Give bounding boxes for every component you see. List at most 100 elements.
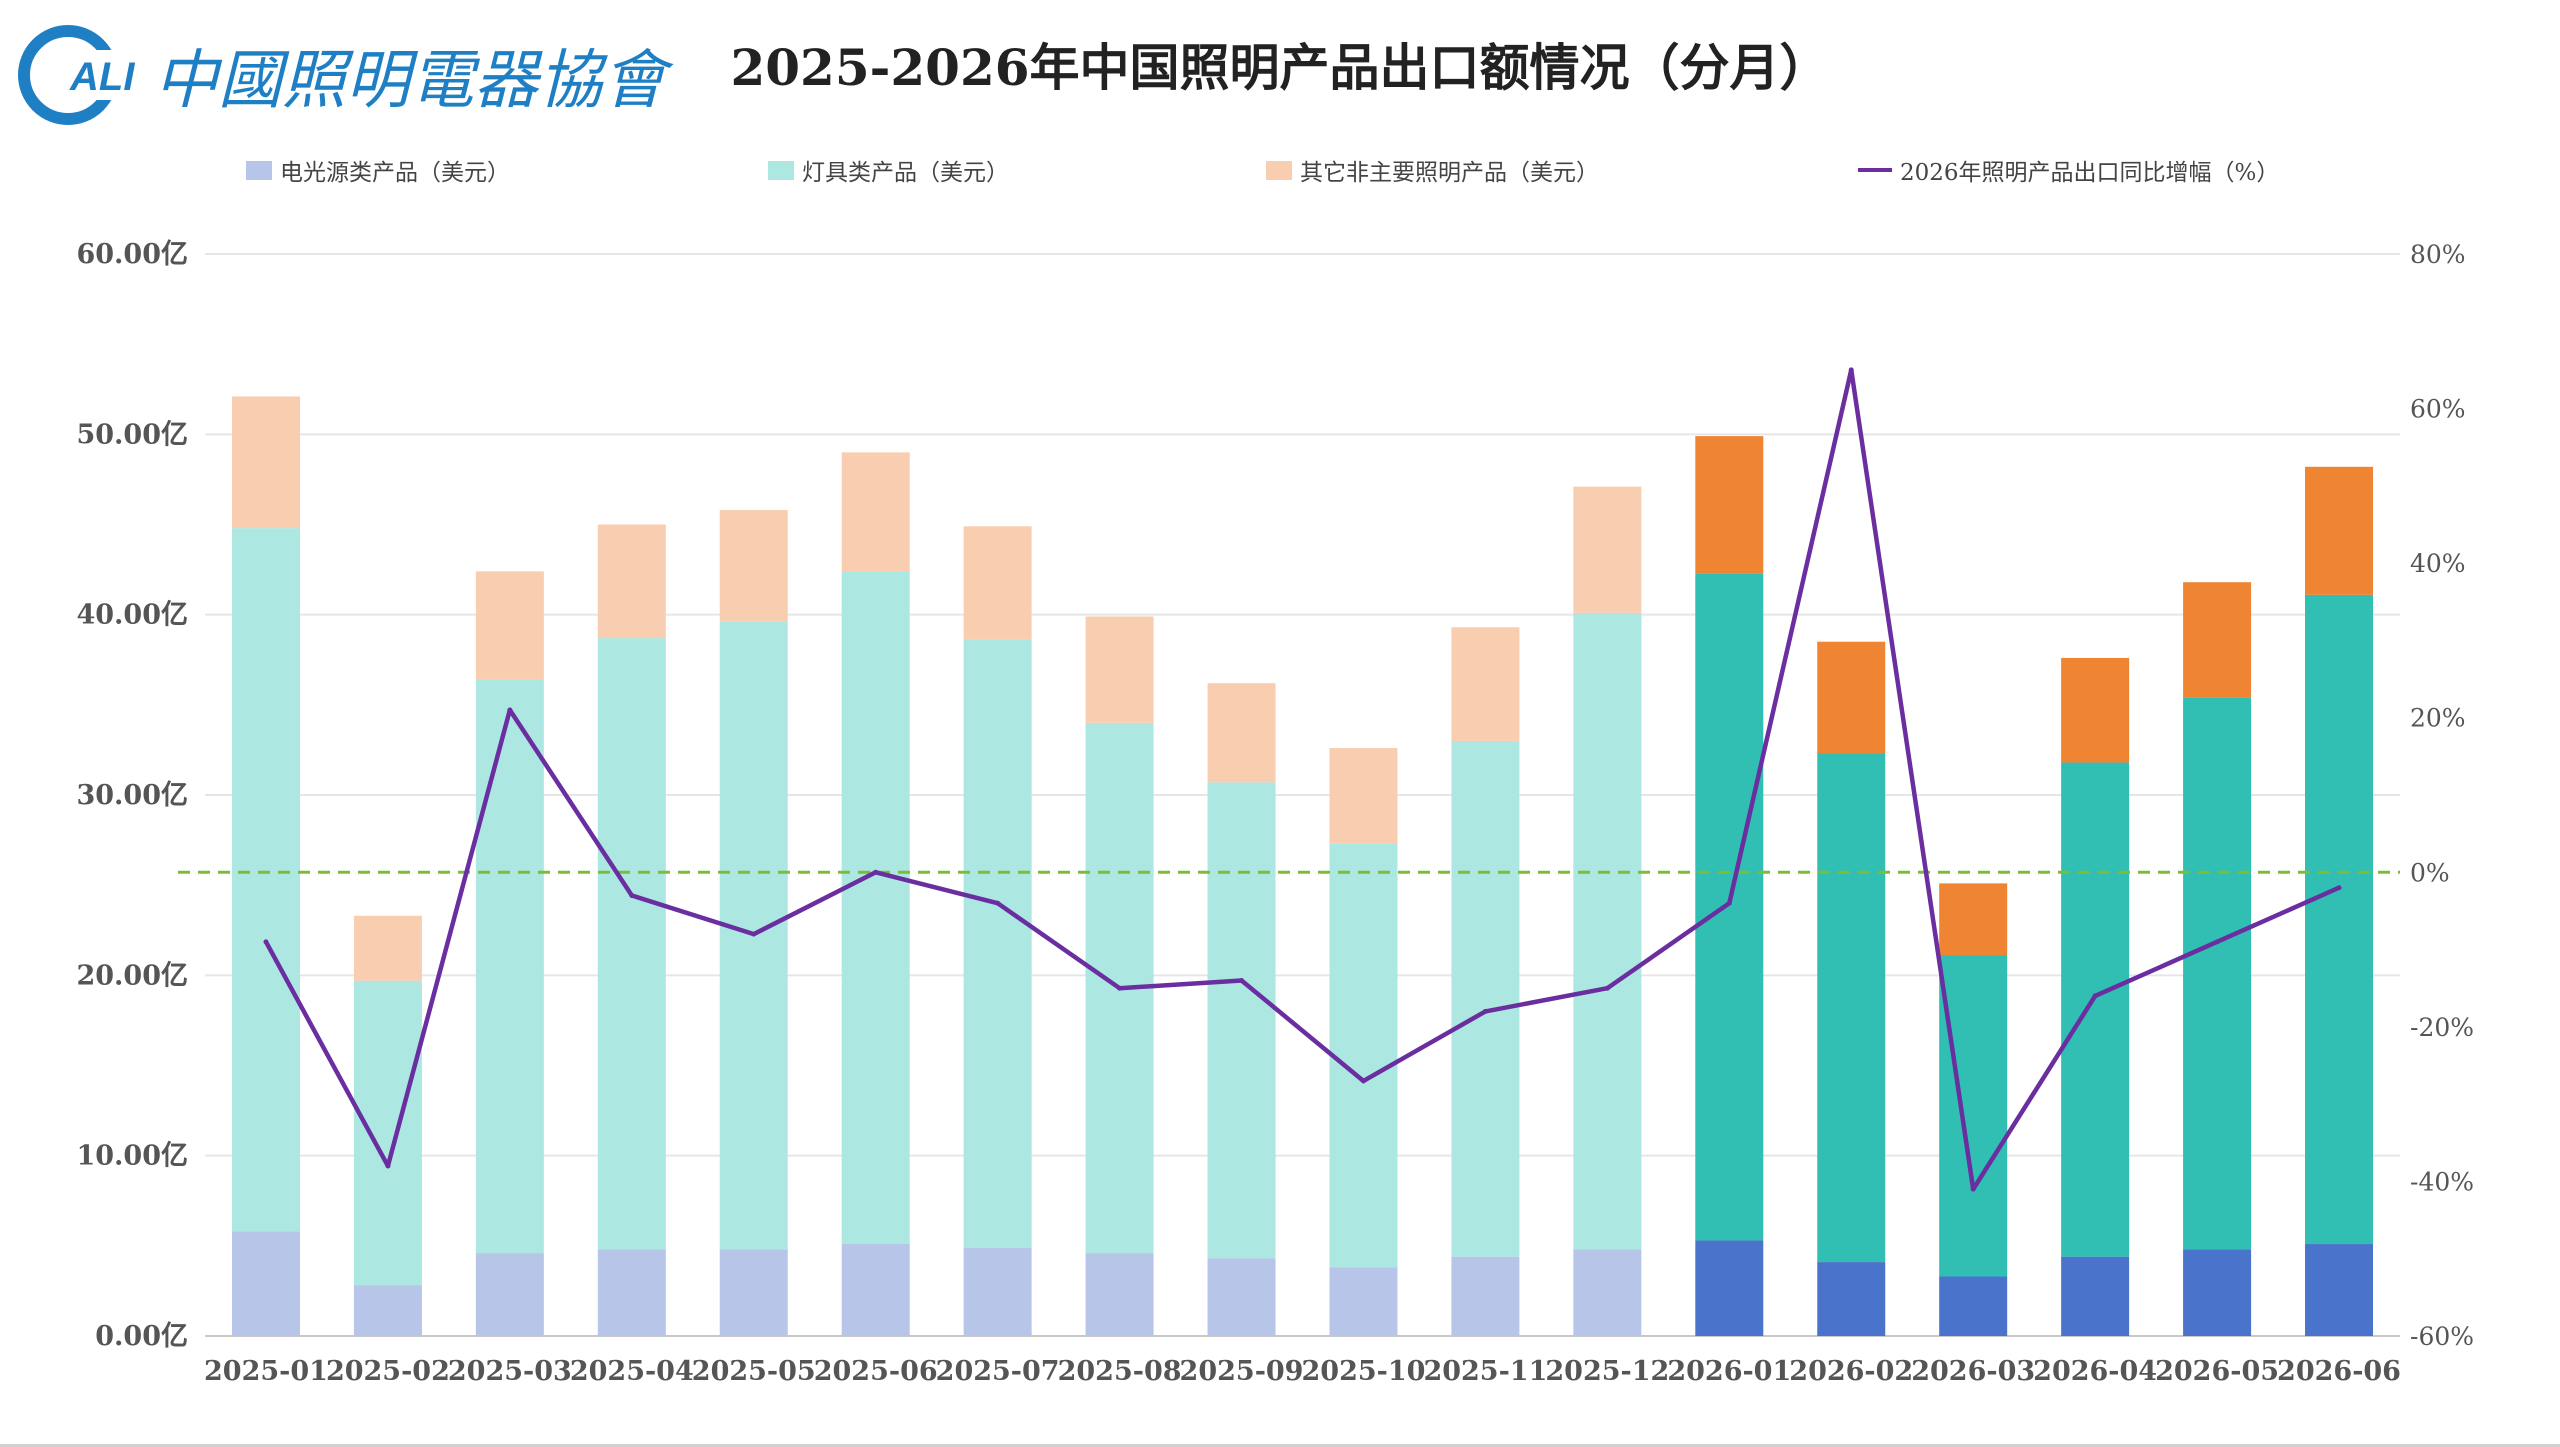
y-right-tick-label: -60% — [2410, 1322, 2474, 1351]
legend-item-fixture: 灯具类产品（美元） — [768, 152, 1009, 188]
bar-segment-light-source — [475, 1253, 544, 1336]
y-left-tick-label: 50.00亿 — [76, 419, 188, 450]
bar-segment-fixture — [475, 679, 544, 1254]
growth-rate-point — [2092, 993, 2098, 999]
bar-segment-other — [719, 510, 788, 622]
x-tick-label: 2026-03 — [1911, 1356, 2035, 1387]
legend-swatch-growth — [1858, 168, 1892, 172]
bar-segment-other — [1817, 641, 1886, 754]
growth-rate-point — [995, 900, 1001, 906]
growth-rate-point — [629, 892, 635, 898]
bar-segment-light-source — [719, 1249, 788, 1336]
legend-label-light-source: 电光源类产品（美元） — [280, 160, 510, 186]
y-left-tick-label: 60.00亿 — [76, 239, 188, 270]
growth-rate-line — [263, 367, 2340, 1192]
bar-segment-other — [475, 571, 544, 680]
growth-rate-point — [1726, 900, 1732, 906]
bar-segment-light-source — [963, 1247, 1032, 1336]
bar-segment-light-source — [1207, 1258, 1276, 1336]
x-tick-label: 2025-11 — [1423, 1356, 1547, 1387]
bar-segment-other — [2305, 466, 2374, 595]
x-tick-label: 2025-01 — [204, 1356, 328, 1387]
x-tick-label: 2025-05 — [692, 1356, 816, 1387]
bar-segment-other — [1939, 883, 2008, 956]
bar-segment-other — [2183, 582, 2252, 698]
growth-rate-point — [2336, 885, 2342, 891]
bar-segment-fixture — [353, 980, 422, 1286]
bar-segment-light-source — [353, 1285, 422, 1336]
bar-segment-fixture — [231, 528, 300, 1232]
y-left-tick-label: 20.00亿 — [76, 960, 188, 991]
bar-segment-light-source — [2183, 1249, 2252, 1336]
growth-rate-point — [1239, 977, 1245, 983]
bar-segment-fixture — [2305, 594, 2374, 1245]
legend-label-growth: 2026年照明产品出口同比增幅（%） — [1900, 160, 2280, 186]
bar-segment-light-source — [1085, 1253, 1154, 1336]
legend-label-other: 其它非主要照明产品（美元） — [1300, 160, 1599, 186]
y-right-tick-label: 20% — [2410, 704, 2466, 733]
cali-logo: ALI 中國照明電器協會 — [18, 25, 674, 125]
bar-segment-fixture — [1817, 753, 1886, 1263]
y-left-tick-label: 30.00亿 — [76, 780, 188, 811]
growth-rate-point — [751, 931, 757, 937]
growth-rate-point — [1848, 367, 1854, 373]
x-tick-label: 2026-05 — [2155, 1356, 2279, 1387]
legend-label-fixture: 灯具类产品（美元） — [802, 160, 1009, 186]
bar-segment-fixture — [597, 638, 666, 1250]
y-right-tick-label: -20% — [2410, 1013, 2474, 1042]
bottom-divider — [0, 1444, 2560, 1447]
growth-rate-point — [1970, 1186, 1976, 1192]
x-tick-label: 2025-06 — [814, 1356, 938, 1387]
logo-badge-text: ALI — [69, 55, 135, 99]
bar-segment-fixture — [1695, 573, 1764, 1241]
legend-item-light-source: 电光源类产品（美元） — [246, 152, 510, 188]
chart-title: 2025-2026年中国照明产品出口额情况（分月） — [730, 38, 1830, 97]
bar-segment-light-source — [1695, 1240, 1764, 1336]
bar-segment-other — [963, 526, 1032, 640]
x-tick-label: 2025-08 — [1058, 1356, 1182, 1387]
bar-segment-fixture — [1573, 612, 1642, 1250]
bar-segment-fixture — [1451, 740, 1520, 1257]
legend-swatch-light-source — [246, 160, 272, 180]
bar-segment-other — [1573, 486, 1642, 613]
growth-rate-point — [1482, 1008, 1488, 1014]
x-tick-label: 2025-09 — [1180, 1356, 1304, 1387]
y-right-tick-label: -40% — [2410, 1167, 2474, 1196]
y-left-tick-label: 10.00亿 — [76, 1141, 188, 1172]
growth-rate-point — [1117, 985, 1123, 991]
bar-segment-fixture — [963, 639, 1032, 1248]
bar-segment-fixture — [1329, 843, 1398, 1268]
chart-legend: 电光源类产品（美元） 灯具类产品（美元） 其它非主要照明产品（美元） 2026年… — [0, 152, 2560, 188]
bar-segment-light-source — [1329, 1267, 1398, 1336]
bar-segment-fixture — [1207, 782, 1276, 1259]
x-tick-label: 2026-04 — [2033, 1356, 2157, 1387]
bar-segment-other — [231, 396, 300, 529]
x-tick-label: 2026-01 — [1667, 1356, 1791, 1387]
x-tick-label: 2025-03 — [448, 1356, 572, 1387]
bar-segment-fixture — [2183, 697, 2252, 1250]
bar-segment-light-source — [1939, 1276, 2008, 1336]
x-tick-label: 2025-12 — [1545, 1356, 1669, 1387]
bar-segment-other — [1329, 748, 1398, 844]
y-left-tick-label: 40.00亿 — [76, 600, 188, 631]
x-tick-label: 2026-02 — [1789, 1356, 1913, 1387]
x-tick-label: 2025-04 — [570, 1356, 694, 1387]
bar-segment-other — [353, 915, 422, 981]
bar-segment-other — [1695, 436, 1764, 574]
bar-segment-light-source — [2061, 1256, 2130, 1336]
x-tick-label: 2025-10 — [1302, 1356, 1426, 1387]
bar-segment-fixture — [1939, 955, 2008, 1277]
bar-segment-other — [1207, 683, 1276, 783]
bar-segment-fixture — [2061, 762, 2130, 1257]
y-left-tick-label: 0.00亿 — [95, 1321, 188, 1352]
bar-segment-other — [1085, 616, 1154, 723]
bar-segment-other — [841, 452, 910, 572]
legend-item-growth: 2026年照明产品出口同比增幅（%） — [1858, 152, 2279, 188]
bar-segment-light-source — [1573, 1249, 1642, 1336]
bar-segment-light-source — [231, 1231, 300, 1336]
bar-segment-light-source — [2305, 1244, 2374, 1336]
bar-segment-light-source — [841, 1244, 910, 1336]
growth-rate-point — [1360, 1078, 1366, 1084]
bar-segment-other — [1451, 627, 1520, 741]
